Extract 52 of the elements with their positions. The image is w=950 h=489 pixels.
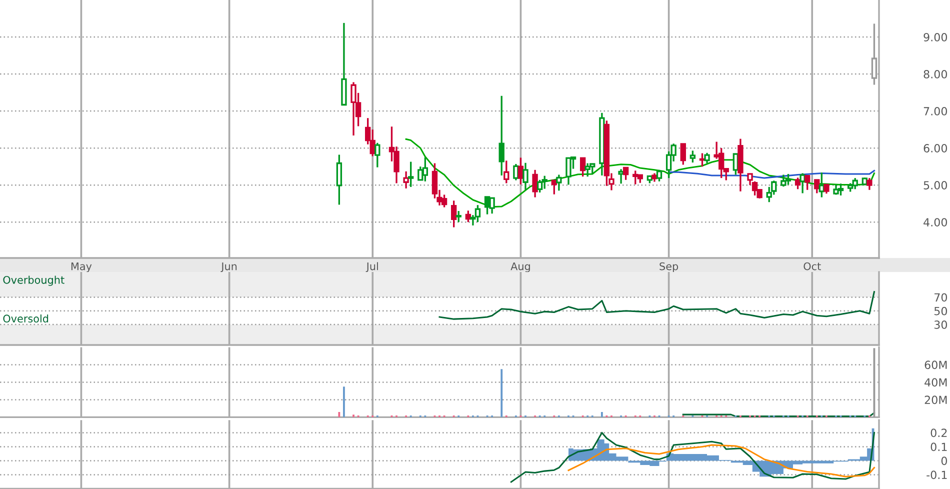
y-tick-label: 9.00	[924, 32, 948, 42]
line-series	[568, 444, 875, 478]
candlestick	[618, 168, 624, 184]
candlestick	[522, 162, 528, 191]
candlestick	[794, 176, 801, 190]
candlestick	[622, 166, 629, 181]
line-series	[438, 291, 875, 320]
y-tick-label: 5.00	[924, 181, 948, 190]
candlestick	[804, 174, 810, 191]
candlestick	[498, 95, 504, 176]
candlestick	[580, 157, 586, 178]
candlestick	[456, 210, 462, 223]
x-tick-label: Jun	[220, 262, 237, 272]
line-series	[405, 138, 875, 208]
candlestick	[450, 200, 457, 228]
y-tick-label: 8.00	[924, 70, 948, 78]
y-tick-label: 7.00	[924, 107, 948, 116]
candlestick	[866, 177, 872, 191]
y-tick-label: 0.2	[930, 428, 947, 438]
candlestick	[336, 154, 342, 206]
candlestick	[556, 174, 562, 192]
x-tick-label: Sep	[660, 262, 678, 272]
y-tick-label: 4.00	[924, 218, 948, 226]
band-label: Overbought	[3, 276, 64, 286]
candlestick	[374, 142, 380, 168]
y-tick-label: 30	[934, 320, 948, 329]
y-tick-label: -0.1	[926, 470, 947, 480]
candlestick	[656, 169, 662, 182]
candlestick	[504, 160, 510, 184]
candlestick	[513, 163, 519, 182]
line-series	[668, 170, 875, 179]
candlestick	[814, 179, 820, 194]
candlestick	[680, 143, 686, 166]
candlestick	[704, 152, 710, 164]
candlestick	[690, 150, 696, 164]
y-tick-label: 0.1	[930, 442, 947, 452]
band-label: Oversold	[3, 314, 48, 323]
x-tick-label: May	[71, 262, 92, 272]
y-tick-label: 70	[934, 293, 948, 302]
x-tick-label: Aug	[510, 262, 530, 272]
y-tick-label: 20M	[924, 396, 947, 404]
y-tick-label: 60M	[924, 360, 947, 370]
candlestick	[465, 210, 472, 223]
candlestick	[532, 169, 538, 198]
candlestick	[518, 156, 524, 186]
y-tick-label: 40M	[924, 378, 947, 387]
y-tick-label: 0	[941, 456, 948, 466]
y-tick-label: 50	[934, 306, 948, 316]
y-tick-label: 6.00	[924, 144, 948, 152]
line-series	[510, 432, 875, 483]
x-tick-label: Oct	[804, 262, 821, 270]
x-tick-label: Jul	[366, 262, 378, 272]
